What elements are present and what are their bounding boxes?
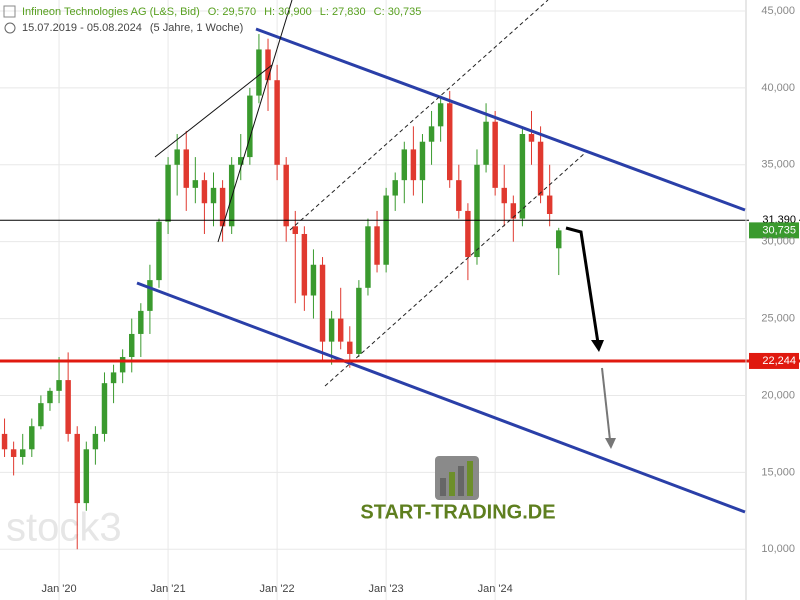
candle-body	[437, 103, 444, 127]
header-period: (5 Jahre, 1 Woche)	[150, 22, 243, 34]
candle-body	[165, 164, 171, 222]
y-tick-label: 45,000	[761, 5, 795, 17]
candle-body	[83, 449, 90, 504]
x-tick-label: Jan '20	[41, 583, 76, 595]
candle-body	[465, 210, 471, 258]
grid	[0, 0, 745, 600]
candle-body	[474, 164, 480, 258]
candle-body	[1, 433, 8, 450]
candle-body	[310, 264, 317, 296]
candle-body	[174, 149, 180, 165]
candle-body	[383, 195, 389, 265]
candle-body	[556, 230, 562, 249]
candle-body	[19, 449, 26, 457]
candle-body	[192, 180, 199, 188]
candle-body	[65, 380, 71, 434]
header-range: 15.07.2019 - 05.08.2024	[22, 22, 142, 34]
candle-body	[301, 233, 308, 296]
header-low: L: 27,830	[320, 6, 366, 18]
candle-body	[147, 280, 153, 311]
price-tag-label: 22,244	[762, 355, 796, 367]
y-tick-label: 10,000	[761, 543, 795, 555]
watermark-start-trading: START-TRADING.DE	[360, 501, 555, 523]
x-tick-label: Jan '22	[260, 583, 295, 595]
candle-body	[228, 164, 235, 227]
header-high: H: 30,900	[264, 6, 312, 18]
candle-body	[410, 149, 417, 181]
drawings	[136, 0, 746, 514]
candle-body	[10, 449, 17, 457]
candle-body	[265, 49, 271, 81]
candle-body	[101, 383, 108, 434]
candle-body	[129, 333, 135, 358]
candle-body	[347, 341, 353, 354]
price-tag	[749, 352, 799, 369]
candle-body	[528, 134, 535, 142]
candle-body	[319, 264, 326, 342]
candle-body	[328, 318, 335, 342]
header: Infineon Technologies AG (L&S, Bid) 15.0…	[3, 5, 422, 34]
y-tick-label: 35,000	[761, 159, 795, 171]
candle-body	[501, 187, 507, 204]
candle-body	[56, 380, 62, 391]
candle-body	[456, 180, 462, 211]
candle-body	[401, 149, 408, 181]
candle-body	[119, 357, 126, 373]
header-open: O: 29,570	[208, 6, 256, 18]
candle-body	[447, 103, 453, 181]
watermark-stock3: stock3	[6, 506, 122, 550]
candle-body	[356, 287, 362, 354]
candle-body	[110, 372, 117, 384]
candle-body	[219, 187, 226, 227]
candle-body	[138, 310, 144, 334]
x-tick-label: Jan '24	[478, 583, 513, 595]
candle-body	[47, 390, 53, 404]
logo	[435, 456, 479, 500]
y-tick-label: 20,000	[761, 389, 795, 401]
candle-body	[428, 126, 435, 142]
candle-body	[92, 433, 99, 450]
y-tick-label: 25,000	[761, 312, 795, 324]
candle-body	[374, 226, 380, 265]
candle-body	[337, 318, 344, 342]
header-close: C: 30,735	[374, 6, 422, 18]
candle-body	[365, 226, 371, 288]
candle-body	[546, 195, 553, 214]
y-tick-label: 40,000	[761, 82, 795, 94]
candle-body	[537, 141, 544, 196]
y-tick-label: 30,000	[761, 236, 795, 248]
price-tag-label: 30,735	[762, 224, 796, 236]
candles	[1, 34, 562, 550]
price-tag	[749, 222, 799, 239]
candle-body	[38, 403, 44, 427]
candle-body	[274, 80, 280, 165]
candle-body	[292, 226, 298, 234]
candle-body	[519, 134, 526, 219]
candle-body	[210, 187, 217, 204]
candle-body	[510, 203, 517, 219]
candle-body	[201, 180, 208, 204]
x-tick-label: Jan '21	[151, 583, 186, 595]
candle-body	[156, 221, 162, 281]
y-tick-label: 15,000	[761, 466, 795, 478]
candle-body	[74, 433, 80, 504]
candle-body	[483, 121, 489, 165]
x-tick-label: Jan '23	[369, 583, 404, 595]
candle-body	[419, 141, 426, 181]
axes: 10,000 15,000 20,000 25,000 30,000 35,000 40,0…	[41, 5, 795, 595]
candle-body	[183, 149, 189, 188]
candle-body	[256, 49, 262, 96]
candle-body	[247, 95, 253, 158]
candle-body	[283, 164, 289, 227]
candle-body	[238, 157, 244, 165]
candle-body	[392, 180, 398, 196]
candle-body	[492, 121, 498, 188]
candle-body	[29, 426, 35, 450]
header-instrument: Infineon Technologies AG (L&S, Bid)	[22, 6, 200, 18]
